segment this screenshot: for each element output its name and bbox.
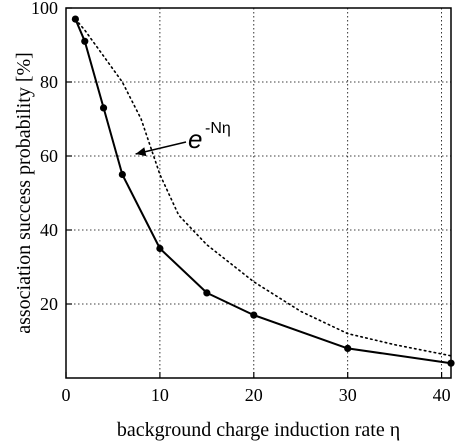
x-tick-label: 40 xyxy=(433,385,451,405)
axis-ticks xyxy=(65,7,443,378)
data-point xyxy=(118,170,126,179)
x-axis-label: background charge induction rate η xyxy=(117,419,400,441)
y-tick-label: 40 xyxy=(40,220,58,240)
x-tick-label: 0 xyxy=(62,385,71,405)
data-point xyxy=(99,104,108,112)
annotation-base: e xyxy=(188,124,202,154)
data-point xyxy=(81,37,89,45)
tick-labels: 0 10 20 30 40 20 40 60 80 100 xyxy=(31,0,451,405)
data-point xyxy=(250,311,258,319)
series-layer xyxy=(71,15,455,367)
series-line-dotted xyxy=(74,18,452,357)
y-tick-label: 100 xyxy=(31,0,58,18)
exponential-annotation: e -Nη xyxy=(135,120,231,157)
plot-frame xyxy=(65,7,452,379)
y-tick-label: 60 xyxy=(40,146,58,166)
x-tick-label: 30 xyxy=(339,385,357,405)
series-line-solid xyxy=(74,18,452,365)
y-axis-label: association success probability [%] xyxy=(13,52,35,334)
grid-lines xyxy=(66,8,451,378)
data-point xyxy=(203,289,211,297)
x-tick-label: 20 xyxy=(245,385,263,405)
data-point xyxy=(156,244,164,253)
annotation-exponent: -Nη xyxy=(205,120,231,137)
y-tick-label: 80 xyxy=(40,72,58,92)
annotation-arrow-head xyxy=(135,147,147,157)
y-tick-label: 20 xyxy=(40,294,58,314)
x-tick-label: 10 xyxy=(151,385,169,405)
data-point xyxy=(344,344,352,352)
